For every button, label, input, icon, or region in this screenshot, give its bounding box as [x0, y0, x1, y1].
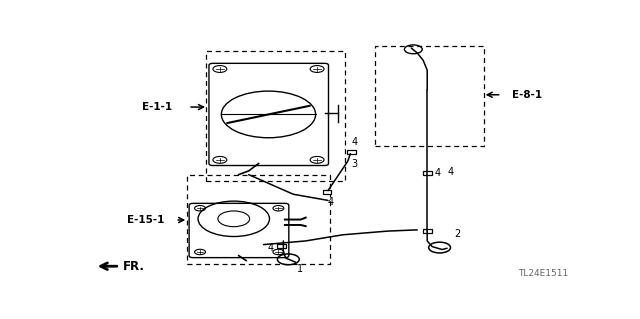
- Bar: [423, 171, 431, 175]
- Bar: [375, 46, 484, 146]
- Bar: [423, 229, 431, 233]
- Text: 3: 3: [352, 159, 358, 168]
- Text: 4: 4: [328, 197, 334, 207]
- Bar: [277, 244, 286, 248]
- Text: E-1-1: E-1-1: [141, 102, 172, 112]
- Text: 4: 4: [435, 168, 441, 178]
- Bar: [187, 174, 330, 264]
- Bar: [207, 50, 346, 181]
- Text: 4: 4: [352, 137, 358, 147]
- Text: 4: 4: [268, 242, 273, 253]
- Bar: [347, 150, 356, 154]
- Bar: [323, 189, 332, 194]
- Text: 4: 4: [448, 167, 454, 177]
- Text: 1: 1: [297, 264, 303, 274]
- Text: TL24E1511: TL24E1511: [518, 269, 568, 278]
- Text: E-8-1: E-8-1: [511, 90, 541, 100]
- Text: 2: 2: [454, 228, 461, 239]
- Text: E-15-1: E-15-1: [127, 215, 164, 225]
- Text: FR.: FR.: [123, 260, 145, 273]
